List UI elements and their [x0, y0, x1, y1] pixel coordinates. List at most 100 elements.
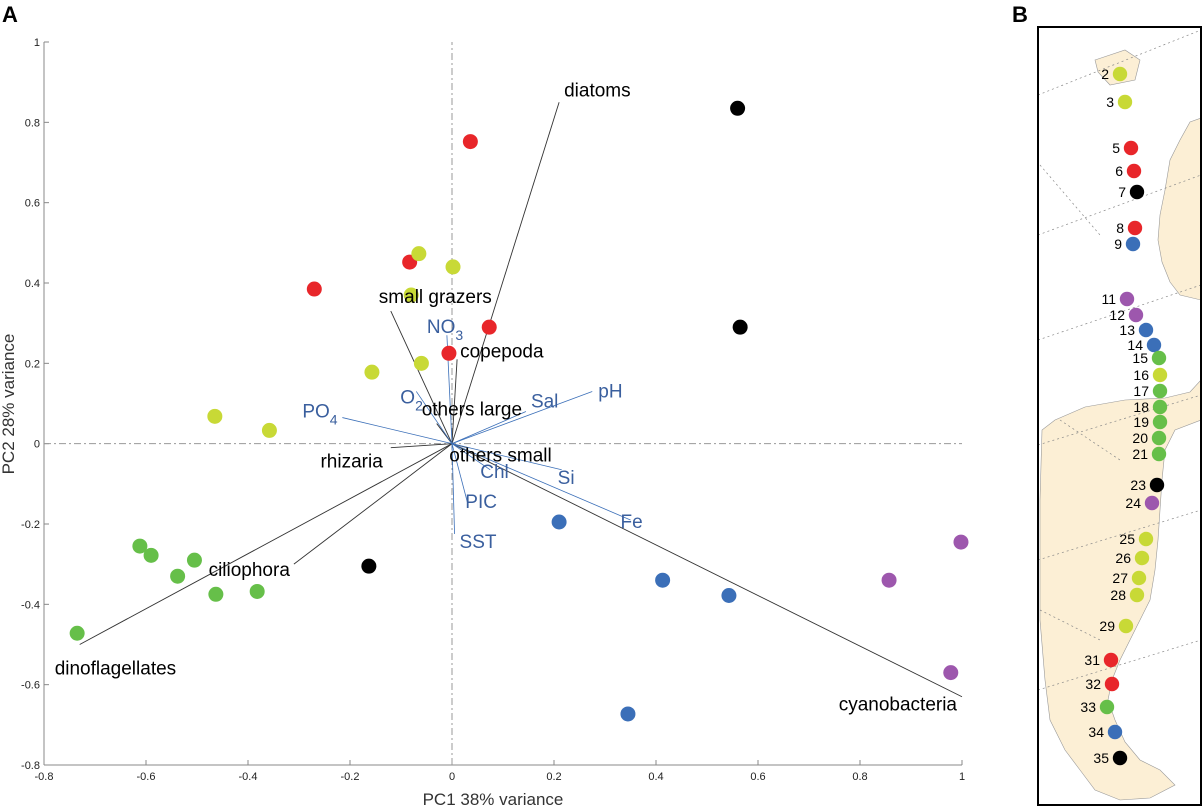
graticule	[1038, 29, 1201, 691]
data-point	[132, 538, 148, 554]
zero-lines	[44, 42, 962, 765]
taxon-vector	[451, 359, 458, 444]
land-north	[1094, 27, 1201, 301]
station-label: 34	[1088, 724, 1104, 740]
data-point	[481, 319, 497, 335]
env-vector	[451, 443, 468, 503]
env-label: NO3	[427, 317, 464, 343]
data-point	[403, 287, 419, 303]
map-frame	[1037, 26, 1202, 806]
station-label: 14	[1127, 337, 1143, 353]
data-point	[551, 514, 567, 530]
station-label: 15	[1132, 350, 1148, 366]
env-label: PO4	[302, 402, 337, 428]
station-label: 29	[1099, 618, 1115, 634]
y-tick-label: 0.8	[25, 117, 40, 129]
station-label: 21	[1132, 446, 1148, 462]
station-label: 33	[1080, 699, 1096, 715]
env-label-subscript: 4	[330, 412, 338, 428]
y-tick-label: -0.6	[21, 680, 40, 692]
station-marker	[1144, 495, 1160, 511]
station-label: 20	[1132, 430, 1148, 446]
env-label: Si	[558, 468, 575, 489]
data-point	[445, 259, 461, 275]
env-label: O2	[400, 387, 423, 413]
env-vector	[451, 443, 562, 471]
station-label: 16	[1133, 367, 1149, 383]
env-vector	[342, 417, 453, 445]
data-point	[186, 552, 202, 568]
y-tick-label: 1	[34, 37, 40, 49]
taxon-label: small grazers	[379, 287, 492, 308]
taxon-label: diatoms	[564, 80, 631, 101]
env-label-text: pH	[598, 381, 622, 402]
env-label: PIC	[465, 492, 497, 513]
station-marker	[1151, 430, 1167, 446]
env-label: Sal	[531, 392, 558, 413]
env-label-text: PIC	[465, 492, 497, 513]
x-tick-label: 0.6	[750, 771, 765, 783]
station-label: 11	[1101, 291, 1116, 307]
y-tick-label: -0.2	[21, 519, 40, 531]
env-vector	[451, 443, 455, 535]
station-label: 9	[1114, 236, 1122, 252]
x-tick-label: -0.2	[341, 771, 360, 783]
data-point	[207, 408, 223, 424]
env-label-subscript: 3	[455, 327, 463, 343]
axis-ticks: -0.8 -0.6 -0.4 -0.2 0 0.2 0.4 0.6 0.8 1 1 0.8 0.6 0.4…	[21, 37, 965, 783]
station-label: 28	[1110, 587, 1126, 603]
x-tick-label: 1	[959, 771, 965, 783]
station-marker	[1118, 618, 1134, 634]
env-vector	[451, 411, 527, 445]
station-marker	[1112, 66, 1128, 82]
env-label-text: O	[400, 387, 415, 408]
data-point	[143, 547, 159, 563]
sample-points	[69, 100, 969, 722]
station-marker	[1103, 652, 1119, 668]
station-label: 19	[1133, 414, 1149, 430]
station-marker	[1146, 337, 1162, 353]
station-label: 12	[1109, 307, 1125, 323]
taxon-label: ciliophora	[209, 560, 291, 581]
env-label: SST	[460, 532, 497, 553]
station-label: 18	[1133, 399, 1149, 415]
y-tick-label: -0.4	[21, 599, 40, 611]
station-map: 2356789111213141516171819202123242526272…	[1037, 26, 1202, 806]
x-tick-label: 0	[449, 771, 455, 783]
data-point	[411, 246, 427, 262]
x-tick-label: -0.4	[239, 771, 258, 783]
data-point	[69, 625, 85, 641]
env-vector	[415, 391, 453, 444]
taxon-vector	[390, 443, 453, 449]
x-tick-label: -0.8	[35, 771, 54, 783]
y-tick-label: 0.4	[25, 278, 40, 290]
station-marker	[1125, 236, 1141, 252]
data-point	[364, 364, 380, 380]
station-label: 2	[1101, 66, 1109, 82]
station-marker	[1112, 750, 1128, 766]
env-label-text: Chl	[480, 462, 509, 483]
data-point	[721, 587, 737, 603]
station-label: 25	[1119, 531, 1135, 547]
env-vector	[451, 391, 593, 445]
env-label-text: Si	[558, 468, 575, 489]
y-tick-label: 0.6	[25, 198, 40, 210]
taxon-label: dinoflagellates	[55, 659, 176, 680]
taxon-label: others large	[422, 400, 522, 421]
station-label: 3	[1106, 94, 1114, 110]
station-marker	[1117, 94, 1133, 110]
y-axis-label: PC2 28% variance	[0, 334, 18, 475]
taxon-vector	[390, 310, 453, 444]
loading-vectors	[79, 102, 963, 698]
env-label-text: Sal	[531, 392, 558, 413]
station-label: 7	[1118, 184, 1126, 200]
station-marker	[1099, 699, 1115, 715]
taxon-vector	[451, 102, 560, 444]
station-marker	[1107, 724, 1123, 740]
station-label: 32	[1085, 676, 1101, 692]
env-label-text: NO	[427, 317, 456, 338]
station-label: 35	[1093, 750, 1109, 766]
y-tick-label: -0.8	[21, 760, 40, 772]
station-label: 5	[1112, 140, 1120, 156]
data-point	[261, 422, 277, 438]
